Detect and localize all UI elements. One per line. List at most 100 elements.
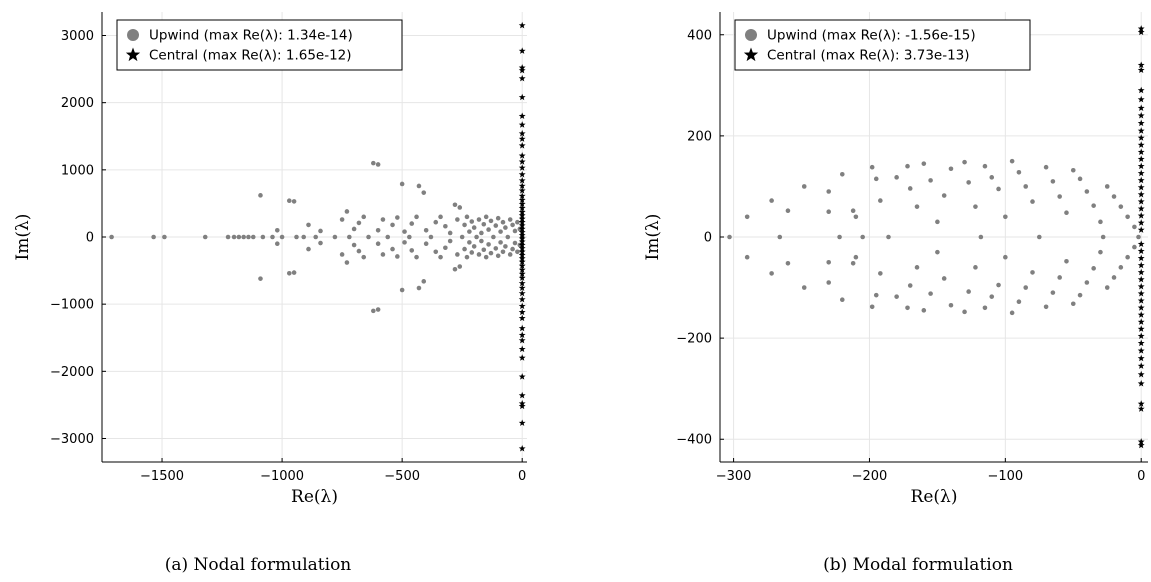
data-point-circle	[878, 198, 883, 203]
data-point-circle	[978, 234, 984, 240]
data-point-circle	[371, 308, 376, 314]
data-point-circle	[409, 248, 415, 253]
data-point-star	[518, 196, 526, 203]
data-point-star	[518, 354, 526, 361]
data-point-circle	[1030, 270, 1035, 275]
data-point-star	[518, 419, 526, 426]
data-point-circle	[1009, 310, 1015, 316]
data-point-circle	[935, 219, 940, 225]
data-point-circle	[850, 260, 856, 266]
data-point-circle	[907, 186, 913, 191]
data-point-circle	[399, 287, 405, 293]
data-point-circle	[1050, 290, 1056, 295]
legend-label: Central (max Re(λ): 1.65e-12)	[149, 48, 352, 64]
data-point-star	[1137, 219, 1145, 226]
data-point-star	[1137, 66, 1145, 74]
data-point-star	[518, 284, 526, 291]
series-central	[1137, 25, 1145, 449]
data-point-star	[518, 345, 526, 353]
data-point-circle	[873, 292, 879, 298]
legend-label: Upwind (max Re(λ): 1.34e-14)	[149, 28, 353, 44]
data-point-circle	[853, 254, 859, 260]
data-point-star	[518, 258, 526, 265]
data-point-star	[518, 248, 526, 255]
chart-panel-2: −300 −200 −100 0 −400 −200 0 200 400 Re(λ) Im(λ) Up…	[643, 12, 1148, 575]
data-point-circle	[510, 222, 515, 228]
data-point-star	[518, 170, 526, 178]
data-point-circle	[914, 204, 920, 209]
data-point-circle	[457, 205, 463, 210]
x-tick-label: −100	[987, 469, 1023, 484]
data-point-star	[518, 164, 526, 171]
data-point-star	[518, 254, 526, 262]
data-point-circle	[1077, 292, 1083, 298]
data-point-circle	[510, 246, 515, 252]
data-point-star	[518, 302, 526, 310]
data-point-circle	[151, 234, 156, 240]
data-point-circle	[286, 270, 292, 276]
data-point-circle	[443, 223, 448, 229]
data-point-star	[518, 266, 526, 273]
data-point-circle	[1064, 258, 1069, 264]
data-point-circle	[258, 276, 263, 281]
legend-circle-icon	[127, 29, 139, 41]
data-point-circle	[1100, 234, 1106, 240]
data-point-circle	[488, 218, 494, 224]
data-point-star	[1137, 362, 1145, 369]
data-point-circle	[826, 280, 831, 285]
data-point-star	[518, 331, 526, 338]
data-point-circle	[202, 234, 208, 240]
data-point-star	[518, 112, 526, 120]
data-point-star	[1137, 311, 1145, 318]
data-point-star	[518, 200, 526, 207]
data-point-star	[1137, 405, 1145, 412]
data-point-circle	[423, 227, 429, 233]
data-point-circle	[491, 234, 496, 240]
data-point-star	[1137, 290, 1145, 297]
data-point-circle	[476, 217, 482, 222]
data-point-circle	[853, 214, 859, 220]
data-point-circle	[727, 234, 732, 240]
data-point-star	[1137, 268, 1145, 276]
data-point-circle	[1043, 164, 1049, 170]
data-point-circle	[801, 285, 807, 290]
data-point-star	[518, 251, 526, 259]
y-tick-label: −3000	[50, 432, 94, 447]
data-point-circle	[375, 227, 381, 233]
data-point-star	[1137, 254, 1145, 262]
data-point-star	[1137, 275, 1145, 283]
data-point-star	[1137, 325, 1145, 332]
data-point-circle	[996, 186, 1001, 192]
y-tick-label: −400	[676, 433, 712, 448]
data-point-circle	[1132, 244, 1137, 250]
legend-box	[734, 19, 1031, 71]
data-point-star	[1137, 304, 1145, 311]
data-point-star	[518, 314, 526, 322]
data-point-circle	[905, 163, 910, 169]
data-point-circle	[375, 241, 381, 247]
data-point-star	[518, 221, 526, 229]
data-point-circle	[476, 252, 482, 257]
x-tick-label: 0	[518, 469, 526, 484]
data-point-circle	[447, 230, 453, 236]
data-point-circle	[1064, 210, 1069, 216]
data-point-circle	[973, 265, 978, 270]
data-point-star	[1137, 354, 1145, 362]
data-point-star	[1137, 127, 1145, 134]
data-point-star	[518, 308, 526, 316]
data-point-circle	[471, 225, 477, 230]
data-point-circle	[246, 234, 251, 240]
data-point-circle	[464, 214, 470, 220]
data-point-star	[518, 182, 526, 189]
data-point-circle	[1118, 204, 1124, 209]
data-point-circle	[1030, 199, 1035, 204]
data-point-circle	[395, 215, 400, 220]
data-point-circle	[948, 166, 954, 172]
data-point-star	[518, 238, 526, 245]
data-point-circle	[380, 217, 386, 222]
data-point-circle	[505, 234, 511, 240]
data-point-circle	[1125, 214, 1130, 220]
data-point-circle	[837, 234, 842, 240]
data-point-star	[518, 152, 526, 159]
